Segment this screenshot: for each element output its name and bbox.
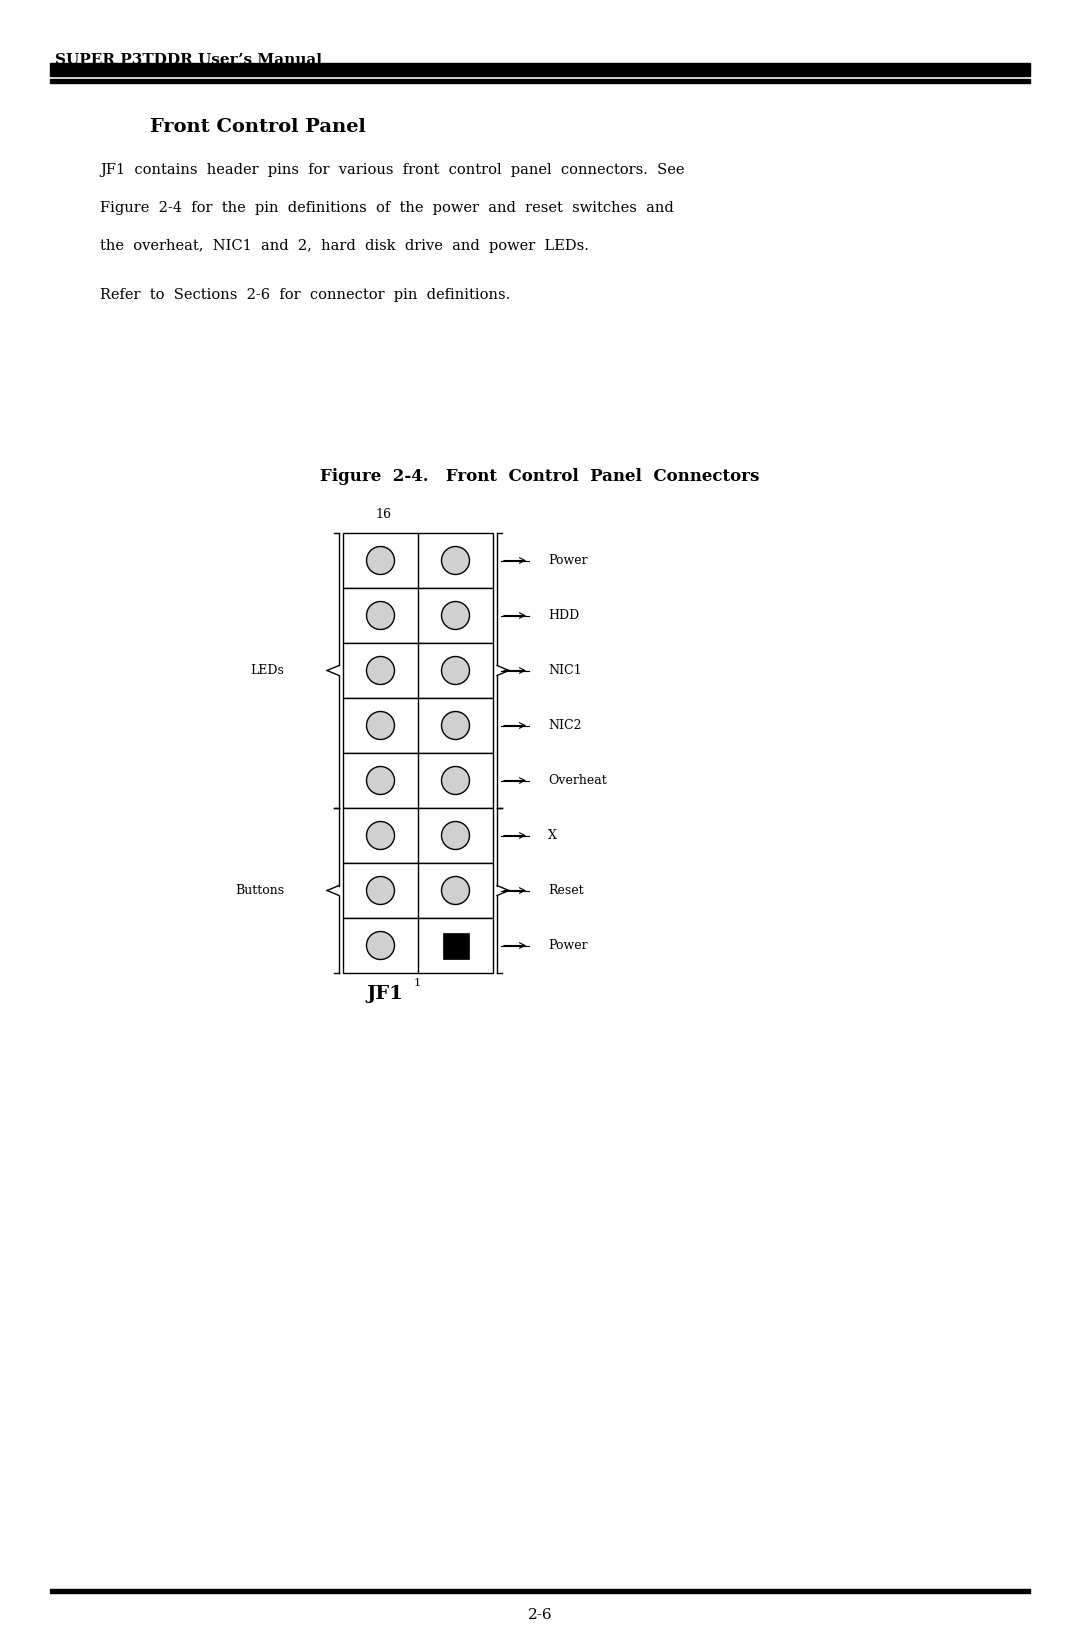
Text: LEDs: LEDs	[251, 664, 284, 677]
Circle shape	[442, 656, 470, 684]
Text: Power: Power	[548, 554, 588, 567]
Bar	[343, 699, 492, 753]
Text: JF1  contains  header  pins  for  various  front  control  panel  connectors.  S: JF1 contains header pins for various fro…	[100, 163, 685, 176]
Bar	[50, 63, 1030, 76]
Text: NIC2: NIC2	[548, 719, 581, 732]
Circle shape	[366, 602, 394, 630]
Text: Front Control Panel: Front Control Panel	[150, 119, 366, 137]
Circle shape	[442, 602, 470, 630]
Text: Figure  2-4  for  the  pin  definitions  of  the  power  and  reset  switches  a: Figure 2-4 for the pin definitions of th…	[100, 201, 674, 214]
Text: the  overheat,  NIC1  and  2,  hard  disk  drive  and  power  LEDs.: the overheat, NIC1 and 2, hard disk driv…	[100, 239, 589, 254]
Text: HDD: HDD	[548, 610, 579, 621]
Text: X: X	[548, 829, 557, 842]
Bar	[443, 933, 469, 959]
Bar	[50, 79, 1030, 82]
Circle shape	[442, 547, 470, 575]
Bar	[343, 532, 492, 588]
Circle shape	[366, 931, 394, 959]
Circle shape	[366, 712, 394, 740]
Bar	[50, 1589, 1030, 1594]
Circle shape	[366, 821, 394, 849]
Text: Figure  2-4.   Front  Control  Panel  Connectors: Figure 2-4. Front Control Panel Connecto…	[321, 468, 759, 485]
Circle shape	[442, 877, 470, 905]
Text: Buttons: Buttons	[234, 883, 284, 897]
Bar	[343, 918, 492, 972]
Bar	[343, 753, 492, 808]
Circle shape	[442, 712, 470, 740]
Circle shape	[366, 766, 394, 794]
Circle shape	[366, 547, 394, 575]
Text: Overheat: Overheat	[548, 775, 607, 788]
Text: Reset: Reset	[548, 883, 583, 897]
Text: JF1: JF1	[366, 986, 404, 1004]
Text: SUPER P3TDDR User’s Manual: SUPER P3TDDR User’s Manual	[55, 53, 322, 68]
Bar	[343, 864, 492, 918]
Circle shape	[442, 821, 470, 849]
Bar	[343, 808, 492, 864]
Text: 2-6: 2-6	[528, 1608, 552, 1622]
Bar	[343, 643, 492, 699]
Text: 1: 1	[414, 977, 421, 989]
Circle shape	[442, 766, 470, 794]
Text: 16: 16	[375, 508, 391, 521]
Text: NIC1: NIC1	[548, 664, 582, 677]
Circle shape	[366, 656, 394, 684]
Text: Power: Power	[548, 939, 588, 953]
Bar	[343, 588, 492, 643]
Text: Refer  to  Sections  2-6  for  connector  pin  definitions.: Refer to Sections 2-6 for connector pin …	[100, 288, 510, 302]
Circle shape	[366, 877, 394, 905]
